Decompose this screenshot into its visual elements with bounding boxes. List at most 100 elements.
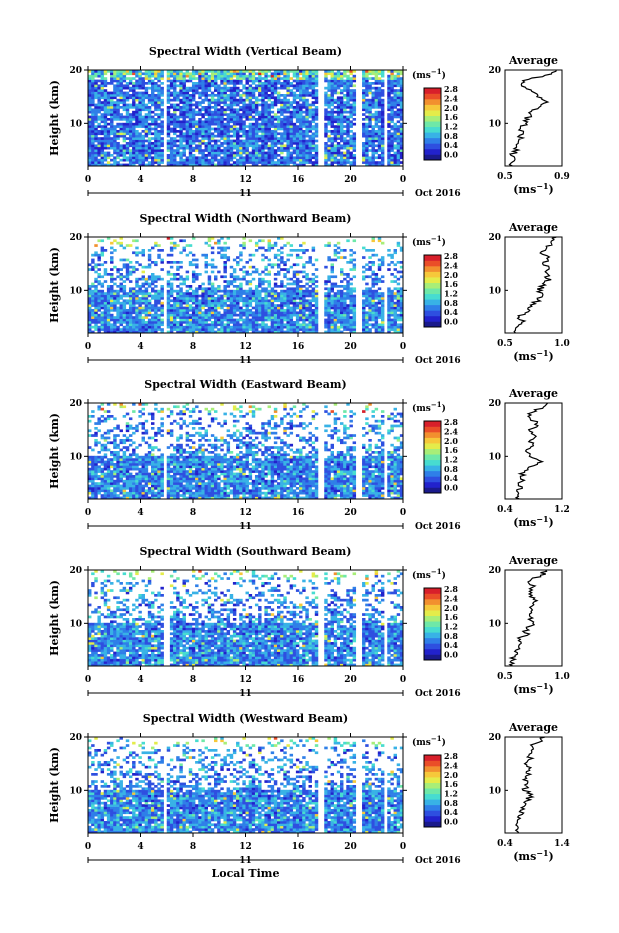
heatmap-cell: [91, 314, 94, 317]
heatmap-cell: [337, 120, 340, 123]
heatmap-cell: [101, 319, 104, 322]
heatmap-cell: [378, 94, 381, 97]
heatmap-cell: [198, 128, 201, 131]
heatmap-cell: [277, 80, 280, 83]
heatmap-cell: [305, 75, 308, 78]
heatmap-cell: [315, 84, 318, 87]
heatmap-cell: [365, 147, 368, 150]
heatmap-cell: [309, 147, 312, 150]
heatmap-cell: [145, 82, 148, 85]
heatmap-cell: [378, 92, 381, 95]
heatmap-cell: [138, 82, 141, 85]
heatmap-cell: [381, 94, 384, 97]
heatmap-cell: [94, 80, 97, 83]
heatmap-cell: [104, 80, 107, 83]
heatmap-cell: [236, 113, 239, 116]
heatmap-cell: [113, 96, 116, 99]
heatmap-cell: [132, 142, 135, 145]
heatmap-cell: [283, 140, 286, 143]
heatmap-cell: [283, 304, 286, 307]
heatmap-cell: [116, 319, 119, 322]
heatmap-cell: [302, 147, 305, 150]
x-tick-label: 12: [239, 175, 252, 185]
heatmap-cell: [249, 118, 252, 121]
heatmap-cell: [157, 319, 160, 322]
heatmap-cell: [258, 307, 261, 310]
heatmap-cell: [302, 77, 305, 80]
heatmap-cell: [274, 242, 277, 245]
heatmap-cell: [217, 132, 220, 135]
heatmap-cell: [129, 80, 132, 83]
heatmap-cell: [290, 118, 293, 121]
heatmap-cell: [104, 77, 107, 80]
heatmap-cell: [324, 96, 327, 99]
heatmap-cell: [126, 326, 129, 329]
heatmap-cell: [261, 144, 264, 147]
heatmap-cell: [138, 125, 141, 128]
heatmap-cell: [183, 328, 186, 331]
heatmap-cell: [381, 106, 384, 109]
heatmap-cell: [138, 87, 141, 90]
heatmap-cell: [258, 295, 261, 298]
heatmap-cell: [211, 111, 214, 114]
heatmap-cell: [113, 307, 116, 310]
heatmap-cell: [233, 116, 236, 119]
heatmap-cell: [94, 159, 97, 162]
heatmap-cell: [198, 142, 201, 145]
heatmap-cell: [296, 319, 299, 322]
heatmap-cell: [101, 251, 104, 254]
heatmap-cell: [312, 128, 315, 131]
heatmap-cell: [205, 321, 208, 324]
heatmap-cell: [268, 299, 271, 302]
heatmap-cell: [195, 304, 198, 307]
heatmap-cell: [176, 307, 179, 310]
heatmap-cell: [129, 128, 132, 131]
heatmap-cell: [220, 132, 223, 135]
heatmap-cell: [236, 116, 239, 119]
heatmap-cell: [312, 314, 315, 317]
heatmap-cell: [261, 283, 264, 286]
heatmap-cell: [312, 116, 315, 119]
heatmap-cell: [214, 120, 217, 123]
heatmap-cell: [198, 307, 201, 310]
heatmap-cell: [201, 287, 204, 290]
heatmap-cell: [195, 314, 198, 317]
heatmap-cell: [135, 152, 138, 155]
heatmap-cell: [246, 106, 249, 109]
heatmap-cell: [157, 161, 160, 164]
heatmap-cell: [145, 323, 148, 326]
heatmap-cell: [94, 307, 97, 310]
average-profile-line: [510, 70, 557, 166]
heatmap-cell: [296, 304, 299, 307]
heatmap-cell: [176, 135, 179, 138]
heatmap-cell: [258, 125, 261, 128]
heatmap-cell: [94, 326, 97, 329]
heatmap-cell: [365, 132, 368, 135]
heatmap-cell: [179, 326, 182, 329]
heatmap-cell: [129, 328, 132, 331]
heatmap-cell: [334, 72, 337, 75]
heatmap-cell: [142, 295, 145, 298]
heatmap-cell: [189, 147, 192, 150]
heatmap-cell: [264, 120, 267, 123]
heatmap-cell: [88, 80, 91, 83]
heatmap-cell: [129, 156, 132, 159]
heatmap-cell: [214, 304, 217, 307]
heatmap-cell: [299, 80, 302, 83]
heatmap-cell: [220, 144, 223, 147]
heatmap-cell: [145, 128, 148, 131]
heatmap-cell: [97, 307, 100, 310]
heatmap-cell: [353, 118, 356, 121]
heatmap-cell: [293, 273, 296, 276]
heatmap-cell: [214, 287, 217, 290]
heatmap-cell: [346, 84, 349, 87]
heatmap-cell: [116, 328, 119, 331]
heatmap-cell: [107, 111, 110, 114]
heatmap-cell: [233, 311, 236, 314]
heatmap-cell: [120, 72, 123, 75]
heatmap-cell: [233, 123, 236, 126]
heatmap-cell: [397, 111, 400, 114]
heatmap-cell: [236, 263, 239, 266]
heatmap-cell: [107, 302, 110, 305]
heatmap-cell: [293, 87, 296, 90]
